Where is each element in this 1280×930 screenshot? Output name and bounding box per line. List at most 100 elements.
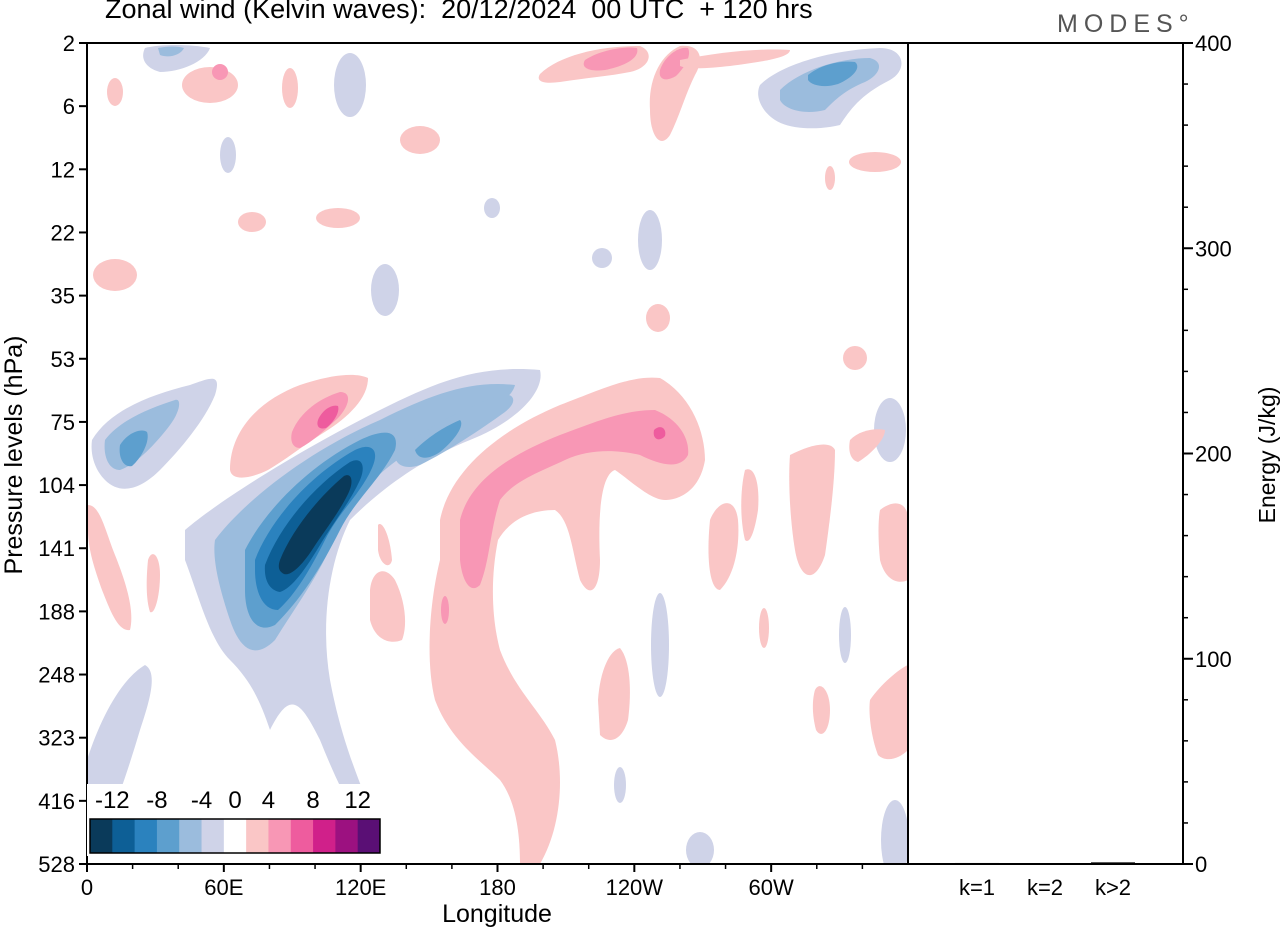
y-tick-label: 6 [63, 94, 75, 119]
pos-right-1 [708, 503, 739, 590]
y-tick-label: 35 [51, 284, 75, 309]
x-axis-label: Longitude [442, 900, 552, 928]
y-tick-label: 104 [38, 473, 75, 498]
x-tick-label: 180 [479, 875, 516, 900]
pos-patch [182, 67, 238, 103]
neg-patch [651, 593, 669, 697]
pos-patch [107, 78, 123, 106]
pos-strip-3 [680, 49, 790, 69]
pos-patch [93, 259, 137, 291]
neg-patch [614, 767, 626, 803]
colorbar-label: -12 [95, 787, 130, 814]
x-tick-label: 0 [81, 875, 93, 900]
energy-tick-label: 0 [1195, 852, 1207, 877]
neg-west-blob-3 [119, 430, 148, 467]
x-axis: 0 60E 120E 180 120W 60W [81, 864, 864, 900]
pos-patch [441, 596, 449, 624]
pos-patch [282, 68, 298, 108]
pos-patch [238, 212, 266, 232]
y-tick-label: 12 [51, 157, 75, 182]
neg-patch [484, 198, 500, 218]
pos-patch [843, 346, 867, 370]
neg-region-main-6 [278, 475, 352, 575]
y-tick-label: 75 [51, 410, 75, 435]
y-axis-label: Pressure levels (hPa) [0, 336, 28, 575]
energy-bar [1023, 863, 1067, 865]
energy-bar-label: k>2 [1095, 875, 1131, 900]
pos-patch [400, 126, 440, 154]
energy-bar [1091, 862, 1135, 864]
pos-right-2 [741, 469, 759, 541]
y-tick-label: 323 [38, 726, 75, 751]
pos-patch [646, 304, 670, 332]
y-tick-label: 188 [38, 599, 75, 624]
y-tick-label: 248 [38, 663, 75, 688]
colorbar-label: -4 [191, 787, 212, 814]
energy-bar-label: k=2 [1027, 875, 1063, 900]
x-tick-label: 60W [749, 875, 794, 900]
colorbar-label: 12 [344, 787, 371, 814]
neg-patch [638, 210, 662, 270]
pos-col-390 [378, 524, 392, 566]
y-tick-label: 528 [38, 852, 75, 877]
colorbar-swatch [179, 819, 203, 853]
neg-patch [839, 607, 851, 663]
colorbar-swatch [134, 819, 158, 853]
modes-logo: MODES° [1057, 10, 1195, 38]
colorbar-label: 8 [306, 787, 319, 814]
neg-patch [371, 264, 399, 316]
colorbar-swatch [313, 819, 336, 853]
pos-right-8 [812, 686, 830, 734]
neg-patch [592, 248, 612, 268]
neg-patch [220, 137, 236, 173]
x-tick-label: 120E [335, 875, 386, 900]
colorbar-swatch [290, 819, 314, 853]
energy-bar-label: k=1 [959, 875, 995, 900]
colorbar-swatch [357, 819, 381, 853]
y-tick-label: 2 [63, 31, 75, 56]
neg-patch [334, 53, 366, 117]
pos-right-3 [789, 444, 835, 576]
energy-tick-label: 200 [1195, 442, 1232, 467]
colorbar-swatch [156, 819, 180, 853]
pos-patch [212, 64, 228, 80]
colorbar-swatch [223, 819, 247, 853]
pos-patch [316, 208, 360, 228]
colorbar-swatch [335, 819, 359, 853]
energy-bar [955, 862, 999, 865]
energy-tick-label: 100 [1195, 647, 1232, 672]
colorbar-label: 0 [228, 787, 241, 814]
neg-patch [686, 832, 714, 864]
colorbar-swatch [112, 819, 136, 853]
y-tick-label: 53 [51, 347, 75, 372]
chart-title: Zonal wind (Kelvin waves): 20/12/2024 00… [105, 0, 813, 24]
energy-axis-label: Energy (J/kg) [1254, 387, 1280, 524]
colorbar-swatch [246, 819, 269, 853]
energy-panel-frame [907, 42, 1184, 865]
energy-tick-label: 400 [1195, 31, 1232, 56]
neg-upper-right-3 [808, 61, 858, 87]
energy-axis: 0 100 200 300 400 [1183, 31, 1232, 877]
colorbar-label: -8 [146, 787, 167, 814]
pos-left-col [88, 505, 132, 631]
pos-left-col-2 [146, 554, 160, 613]
x-tick-label: 60E [204, 875, 243, 900]
y-tick-label: 416 [38, 789, 75, 814]
pos-right-5 [878, 503, 908, 582]
pos-patch [849, 152, 901, 172]
pos-col-370 [370, 571, 406, 642]
pos-region-main-3 [653, 427, 666, 440]
neg-band-east-2 [415, 420, 462, 458]
colorbar-swatch [201, 819, 225, 853]
colorbar-label: 4 [262, 787, 275, 814]
pos-patch [825, 166, 835, 190]
energy-bars: k=1 k=2 k>2 [955, 862, 1135, 900]
pos-right-6 [869, 665, 908, 760]
pos-right-7 [598, 648, 630, 740]
pos-strip-2b [659, 47, 690, 80]
neg-top-left-2 [158, 46, 184, 57]
pos-strip-1b [583, 47, 638, 71]
pos-patch [759, 608, 769, 648]
colorbar: -12 -8 -4 0 4 8 12 [87, 784, 383, 856]
